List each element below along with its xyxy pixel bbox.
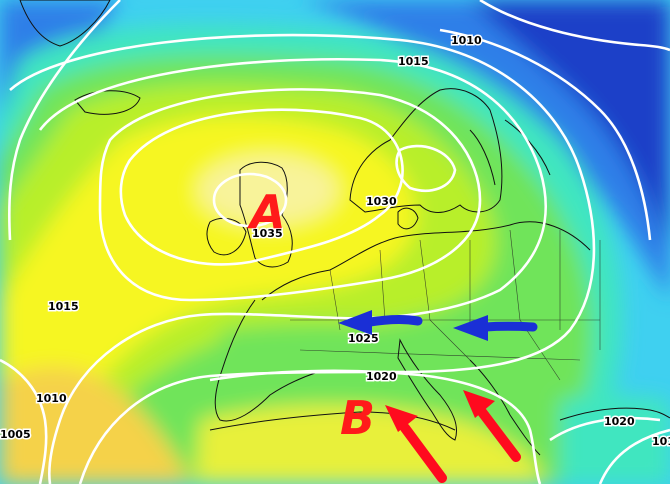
- red-arrows: [385, 390, 521, 483]
- isobar-1010-ne: [439, 28, 652, 241]
- isobar-labels: 1010 1015 1030 1035 1015 1010 1005 1025 …: [0, 33, 670, 450]
- field-deep-blue: [470, 0, 670, 250]
- isobar-1020-east: [549, 416, 661, 442]
- label-1015-se: 1015: [652, 435, 670, 448]
- blue-arrow-west-icon: [338, 310, 423, 335]
- isobar-1015-se: [598, 428, 670, 484]
- coast-great-britain: [239, 161, 293, 268]
- label-1005-sw: 1005: [0, 428, 31, 441]
- field-yellow-africa: [195, 405, 545, 484]
- label-1015-west: 1015: [48, 300, 79, 313]
- label-1015-north: 1015: [398, 55, 429, 68]
- blue-arrows: [338, 310, 538, 341]
- low-pressure-marker: B: [340, 391, 375, 445]
- coast-balkans: [469, 359, 541, 456]
- coast-baltic: [469, 119, 551, 186]
- coast-north-europe: [261, 221, 591, 301]
- isobar-1010-sw: [0, 358, 48, 484]
- red-arrow-right-icon: [463, 390, 521, 462]
- high-pressure-marker: A: [247, 185, 286, 239]
- label-1030-scand: 1030: [366, 195, 397, 208]
- isobar-1005-ne: [479, 0, 670, 52]
- coast-italy: [397, 338, 457, 441]
- isobar-1020-med: [209, 369, 542, 484]
- isobar-1020-west: [38, 57, 547, 484]
- label-1020-east: 1020: [604, 415, 635, 428]
- coast-north-africa: [209, 411, 456, 431]
- coast-denmark: [397, 207, 419, 230]
- isobar-1035: [212, 172, 288, 228]
- coast-iberia-france: [214, 299, 319, 422]
- isobar-1030-scand: [395, 144, 457, 192]
- isobar-1025: [98, 88, 482, 302]
- label-1010-west: 1010: [36, 392, 67, 405]
- coast-ireland: [206, 217, 247, 256]
- coast-scandinavia: [349, 88, 503, 213]
- label-1020-med: 1020: [366, 370, 397, 383]
- coast-turkey: [559, 407, 670, 421]
- coastlines: [19, 0, 670, 456]
- label-1010-ne: 1010: [451, 34, 482, 47]
- field-high-center: [198, 155, 338, 225]
- isobar-1010-west: [8, 0, 121, 241]
- isobar-1030-high: [119, 108, 404, 266]
- blue-arrow-east-icon: [453, 315, 538, 341]
- field-orange-sw: [0, 366, 190, 484]
- label-1025-alps: 1025: [348, 332, 379, 345]
- coast-greenland: [19, 0, 111, 47]
- label-1035-ireland: 1035: [252, 227, 283, 240]
- isobar-1015: [9, 33, 596, 484]
- red-arrow-left-icon: [385, 405, 447, 483]
- borders: [290, 229, 601, 381]
